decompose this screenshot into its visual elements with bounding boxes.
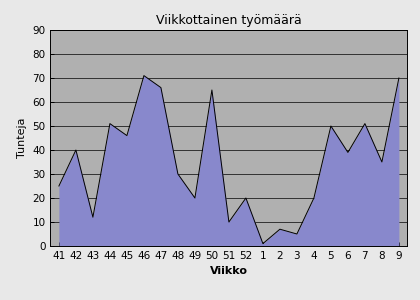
Title: Viikkottainen työmäärä: Viikkottainen työmäärä [156, 14, 302, 27]
X-axis label: Viikko: Viikko [210, 266, 248, 276]
Y-axis label: Tunteja: Tunteja [17, 118, 27, 158]
